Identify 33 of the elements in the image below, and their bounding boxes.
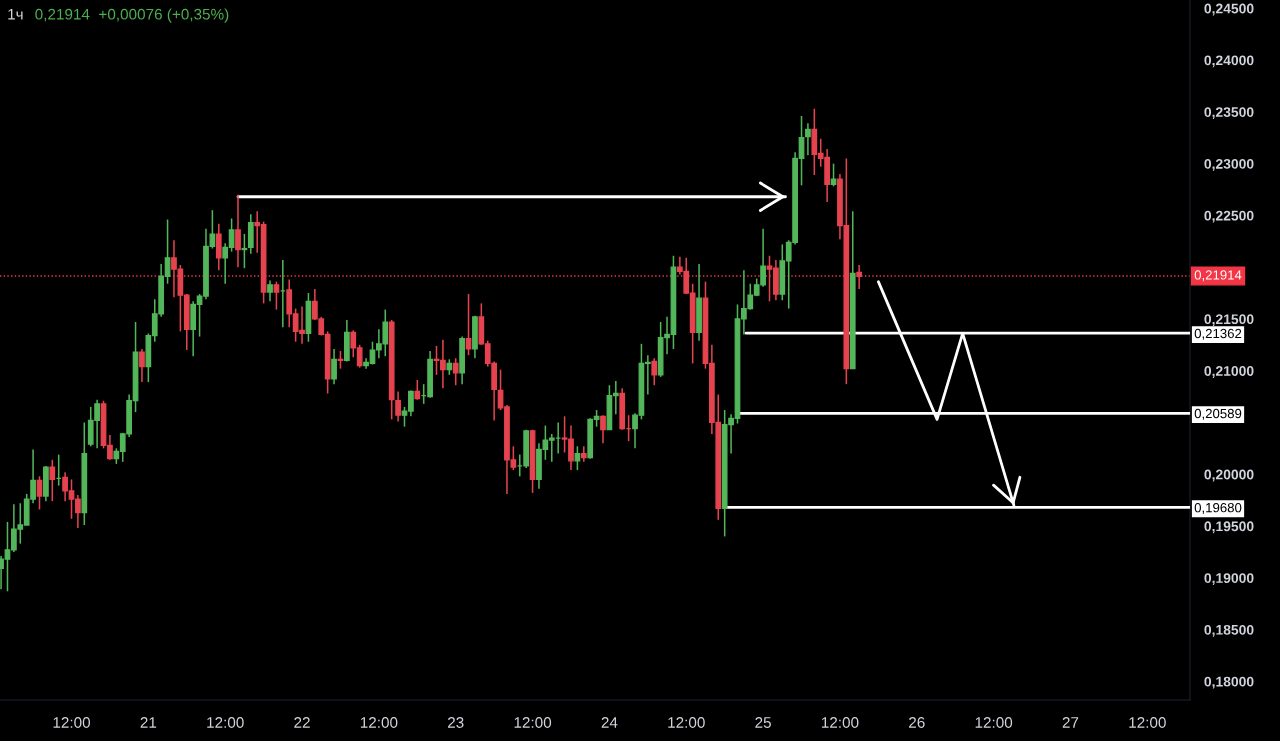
y-tick-label: 0,24500 bbox=[1204, 3, 1254, 16]
x-tick-label: 25 bbox=[755, 717, 771, 728]
y-tick-label: 0,21500 bbox=[1204, 314, 1254, 327]
x-tick-label: 26 bbox=[909, 717, 925, 728]
y-tick-label: 0,20000 bbox=[1204, 469, 1254, 482]
x-tick-label: 23 bbox=[447, 717, 464, 728]
x-tick-label: 12:00 bbox=[821, 717, 859, 728]
y-tick-label: 0,21000 bbox=[1204, 366, 1254, 378]
x-tick-label: 22 bbox=[294, 717, 310, 728]
x-tick-label: 12:00 bbox=[514, 717, 552, 728]
data-label: 0,20589 bbox=[1194, 408, 1242, 420]
text: 0,21914 +0,00076 (+0,35%) bbox=[35, 8, 229, 23]
x-tick-label: 12:00 bbox=[975, 717, 1013, 728]
y-tick-label: 0,19000 bbox=[1204, 573, 1254, 585]
y-tick-label: 0,19500 bbox=[1204, 521, 1254, 534]
y-tick-label: 0,23500 bbox=[1204, 107, 1254, 120]
y-tick-label: 0,24000 bbox=[1204, 55, 1254, 68]
x-tick-label: 21 bbox=[140, 717, 157, 728]
x-tick-label: 24 bbox=[601, 717, 618, 728]
y-tick-label: 0,22500 bbox=[1204, 210, 1254, 223]
data-label: 0,21362 bbox=[1194, 328, 1242, 340]
ref-line-label: 0,21914 bbox=[1194, 270, 1242, 282]
x-tick-label: 27 bbox=[1062, 717, 1079, 728]
y-tick-label: 0,18000 bbox=[1204, 676, 1254, 689]
data-label: 0,19680 bbox=[1194, 502, 1242, 514]
chart-title: 1ч bbox=[8, 8, 23, 20]
x-tick-label: 12:00 bbox=[207, 717, 244, 728]
x-tick-label: 12:00 bbox=[53, 717, 91, 728]
x-tick-label: 12:00 bbox=[1129, 717, 1166, 728]
x-tick-label: 12:00 bbox=[360, 717, 398, 728]
y-tick-label: 0,18500 bbox=[1204, 624, 1254, 637]
y-tick-label: 0,23000 bbox=[1204, 158, 1254, 171]
x-tick-label: 12:00 bbox=[668, 717, 705, 728]
